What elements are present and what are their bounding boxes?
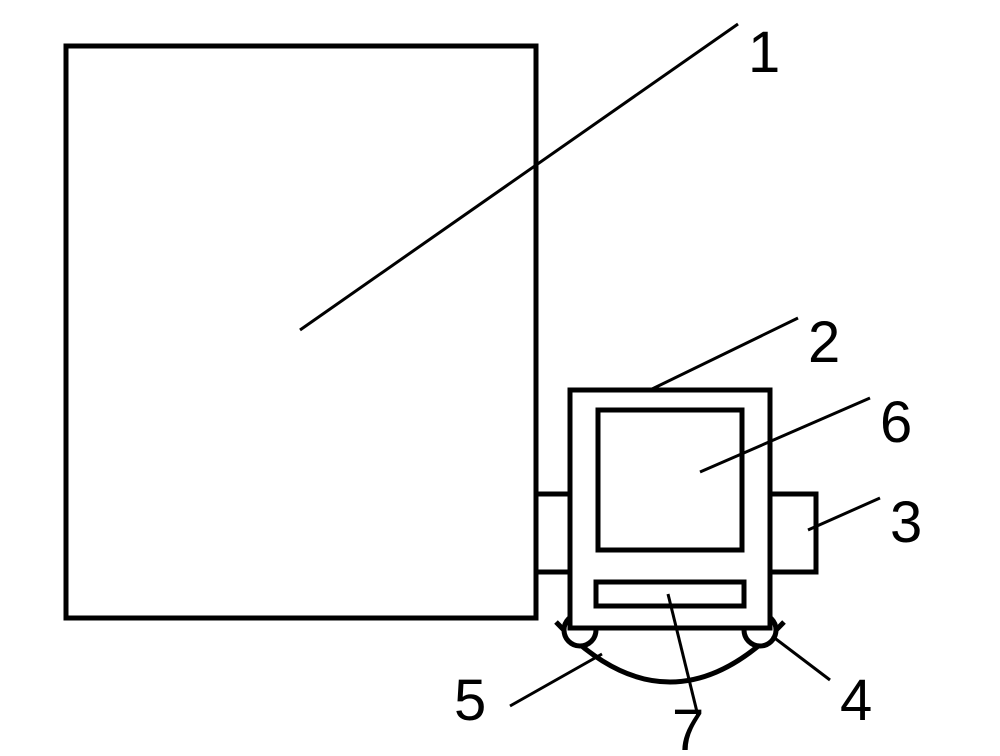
leader-line-5 bbox=[510, 654, 602, 706]
leader-line-4 bbox=[772, 636, 830, 680]
label-5: 5 bbox=[454, 668, 486, 733]
screen bbox=[598, 410, 742, 550]
label-7: 7 bbox=[672, 698, 704, 756]
label-3: 3 bbox=[890, 490, 922, 555]
label-1: 1 bbox=[748, 20, 780, 85]
leader-line-2 bbox=[650, 318, 798, 390]
right-connector bbox=[770, 494, 816, 572]
diagram-canvas: 1 2 3 4 5 6 7 bbox=[0, 0, 1000, 756]
label-2: 2 bbox=[808, 310, 840, 375]
left-connector bbox=[536, 494, 570, 572]
large-box bbox=[66, 46, 536, 618]
label-6: 6 bbox=[880, 390, 912, 455]
label-4: 4 bbox=[840, 668, 872, 733]
leader-line-3 bbox=[808, 498, 880, 530]
